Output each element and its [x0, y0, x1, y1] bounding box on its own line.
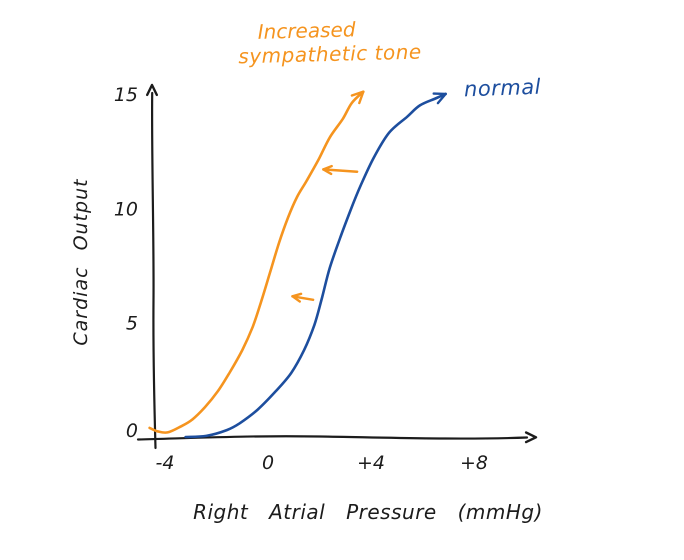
increased-sympathetic-tone-label: Increased sympathetic tone: [237, 16, 422, 69]
shift-arrow-2-arrowhead: [291, 292, 303, 303]
x-axis-label: Right Atrial Pressure (mmHg): [193, 500, 543, 524]
shift-arrow-1-arrowhead: [322, 164, 333, 176]
normal-curve-arrowhead: [432, 92, 447, 105]
x-tick-label: 0: [262, 452, 274, 474]
x-tick-label: +8: [460, 452, 488, 474]
y-tick-label: 10: [114, 198, 138, 220]
y-tick-label: 5: [126, 313, 138, 335]
y-tick-label: 0: [126, 420, 138, 442]
shift-arrow-2: [291, 295, 315, 302]
y-tick-label: 15: [114, 84, 138, 106]
y-axis-line: [150, 91, 157, 450]
shift-arrow-1: [322, 168, 359, 173]
increased-sympathetic-tone-curve: [148, 90, 365, 434]
increased-label-line2: sympathetic tone: [238, 39, 422, 69]
normal-curve: [184, 92, 447, 439]
y-axis-label: Cardiac Output: [70, 178, 92, 346]
x-tick-label: -4: [156, 452, 175, 474]
y-axis-arrowhead: [146, 83, 158, 97]
x-tick-label: +4: [357, 452, 385, 474]
x-axis-arrowhead: [524, 431, 538, 444]
increased-sympathetic-tone-curve-arrowhead: [350, 90, 365, 105]
normal-label: normal: [463, 74, 542, 102]
